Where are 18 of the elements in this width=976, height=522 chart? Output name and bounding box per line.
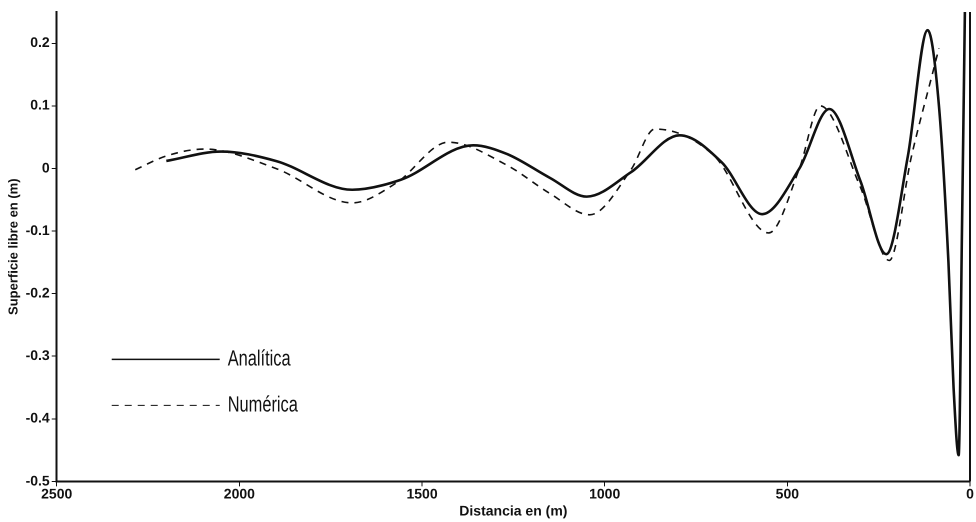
y-tick-label: -0.4 bbox=[26, 410, 50, 426]
y-tick-label: -0.1 bbox=[26, 222, 50, 238]
x-tick-label: 2500 bbox=[41, 486, 73, 502]
legend-label: Numérica bbox=[228, 392, 298, 418]
y-axis-title: Superficie libre en (m) bbox=[5, 178, 20, 315]
y-tick-label: 0.1 bbox=[30, 96, 50, 113]
y-tick-label: -0.3 bbox=[26, 347, 50, 364]
x-axis-title: Distancia en (m) bbox=[459, 502, 568, 518]
y-tick-label: 0 bbox=[42, 159, 50, 176]
x-tick-label: 500 bbox=[776, 486, 800, 502]
y-tick-label: -0.5 bbox=[26, 472, 50, 488]
x-tick-label: 1000 bbox=[589, 486, 620, 502]
x-tick-label: 1500 bbox=[406, 486, 438, 502]
y-tick-label: 0.2 bbox=[30, 34, 50, 50]
x-tick-label: 0 bbox=[966, 486, 974, 502]
legend-label: Analítica bbox=[228, 346, 291, 372]
x-tick-label: 2000 bbox=[224, 486, 256, 502]
y-tick-label: -0.2 bbox=[26, 284, 50, 300]
